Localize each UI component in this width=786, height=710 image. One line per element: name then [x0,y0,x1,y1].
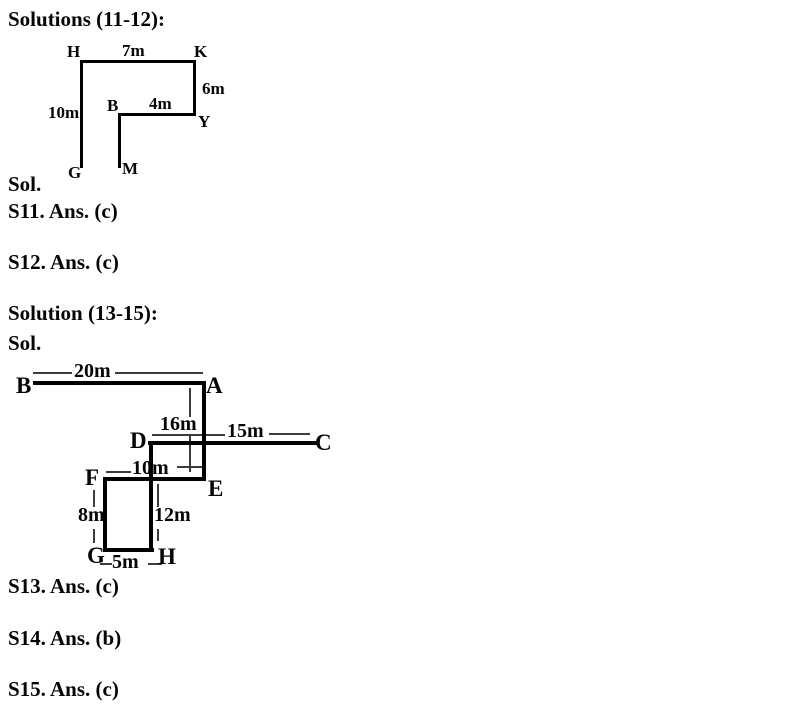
fig2-distance-D-C: 15m [227,420,264,442]
fig1-distance-H-G: 10m [48,103,80,122]
fig1-point-H: H [67,42,81,61]
fig2-dim-10m-right [177,466,203,468]
sol-label-2: Sol. [8,331,42,355]
fig1-point-K: K [194,42,208,61]
fig2-distance-A-E: 16m [160,413,197,435]
fig1-line-H-G [80,60,83,168]
fig2-dim-16m-upper [189,388,191,417]
fig2-line-F-E [103,477,206,481]
fig2-line-D-C [148,441,317,445]
fig2-dim-16m-lower [189,435,191,472]
fig2-dim-8m-lower [93,529,95,543]
fig2-dim-5m-right [148,563,162,565]
fig1-point-M: M [122,159,139,178]
fig2-point-C: C [315,430,332,455]
fig2-point-H: H [158,544,176,569]
answer-s15: S15. Ans. (c) [8,677,119,701]
fig2-line-B-A [33,381,206,385]
fig2-dim-20m-left [33,372,72,374]
answer-s14: S14. Ans. (b) [8,626,122,650]
heading-solution-13-15: Solution (13-15): [8,301,158,325]
fig1-distance-K-Y: 6m [202,79,225,98]
fig2-dim-8m-upper [93,490,95,507]
answer-s11: S11. Ans. (c) [8,199,118,223]
fig2-dim-10m-left [106,471,131,473]
fig2-distance-B-A: 20m [74,360,111,382]
fig1-line-K-Y [193,60,196,116]
fig2-dim-15m-right [269,433,310,435]
fig2-distance-F-E: 10m [132,457,169,479]
fig2-dim-20m-right [115,372,203,374]
fig1-line-B-M [118,113,121,168]
fig1-distance-B-Y: 4m [149,94,172,113]
answer-s13: S13. Ans. (c) [8,574,119,598]
fig1-point-Y: Y [198,112,211,131]
fig1-point-B: B [107,96,119,115]
fig1-distance-H-K: 7m [122,41,145,60]
fig2-point-A: A [206,373,223,398]
fig2-point-G: G [87,543,105,568]
fig2-line-F-G [103,477,107,552]
fig2-point-D: D [130,428,147,453]
fig2-line-D-H [149,441,153,552]
fig2-point-F: F [85,465,100,490]
fig2-dim-15m-left [152,434,225,436]
fig2-point-B: B [16,373,32,398]
fig2-dim-12m-upper [157,484,159,507]
fig2-distance-D-H: 12m [154,504,191,526]
fig2-distance-G-H: 5m [112,551,139,573]
fig2-distance-F-G: 8m [78,504,105,526]
fig1-line-B-Y [118,113,196,116]
fig2-line-A-E [202,381,206,481]
fig2-dim-5m-left [100,563,112,565]
fig2-point-E: E [208,476,224,501]
fig2-line-G-H [103,548,154,552]
sol-label-1: Sol. [8,172,42,196]
fig1-point-G: G [68,163,82,182]
fig2-dim-12m-lower [157,529,159,541]
heading-solutions-11-12: Solutions (11-12): [8,7,165,31]
fig1-line-H-K [80,60,196,63]
answer-s12: S12. Ans. (c) [8,250,119,274]
